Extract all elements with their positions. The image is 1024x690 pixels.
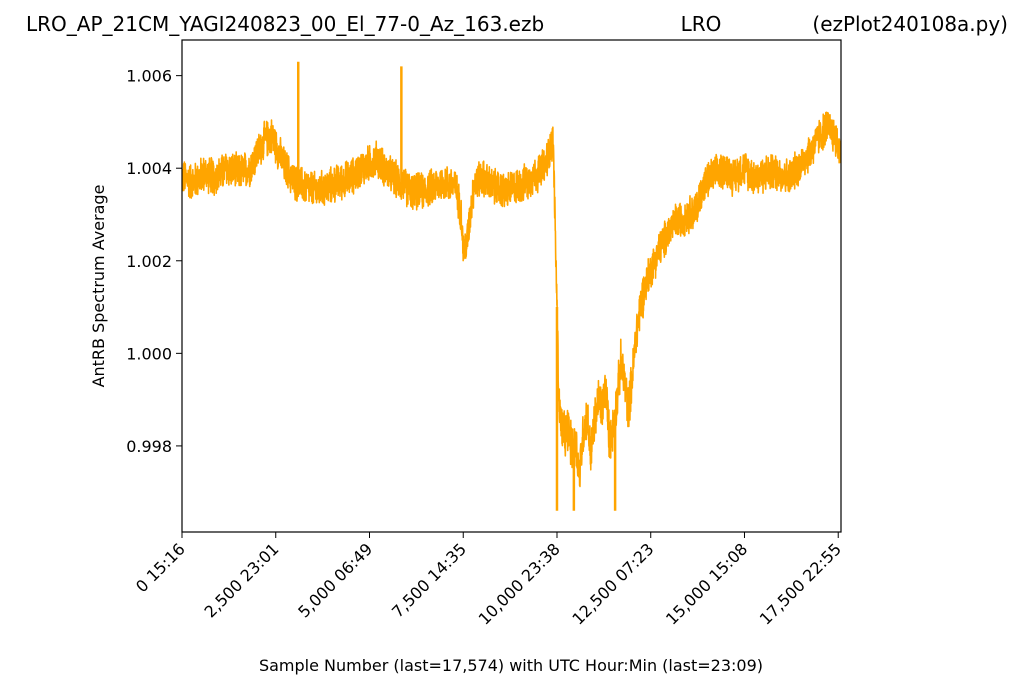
x-tick-label: 12,500 07:23 [568, 539, 657, 628]
y-tick-label: 1.000 [126, 344, 172, 363]
x-tick-label: 5,000 06:49 [294, 539, 376, 621]
x-tick-label: 2,500 23:01 [201, 539, 283, 621]
y-axis-label: AntRB Spectrum Average [89, 185, 108, 388]
file-name-title: LRO_AP_21CM_YAGI240823_00_El_77-0_Az_163… [26, 12, 544, 36]
y-tick-label: 1.002 [126, 252, 172, 271]
plot-frame [181, 39, 842, 533]
x-tick-label: 10,000 23:38 [475, 539, 564, 628]
y-tick-label: 1.004 [126, 159, 172, 178]
script-name-title: (ezPlot240108a.py) [812, 12, 1008, 36]
x-axis-label: Sample Number (last=17,574) with UTC Hou… [259, 656, 763, 675]
y-axis-ticks: 0.998 1.000 1.002 1.004 1.006 [126, 67, 182, 456]
x-tick-label: 17,500 22:55 [756, 539, 845, 628]
observatory-title: LRO [681, 12, 722, 36]
x-tick-label: 15,000 15:08 [662, 539, 751, 628]
x-tick-label: 0 15:16 [132, 539, 189, 596]
x-axis-ticks: 0 15:16 2,500 23:01 5,000 06:49 7,500 14:35… [132, 532, 845, 629]
x-tick-label: 7,500 14:35 [388, 539, 470, 621]
signal-line [182, 111, 841, 488]
y-tick-label: 0.998 [126, 437, 172, 456]
y-tick-label: 1.006 [126, 67, 172, 86]
signal-series [182, 61, 841, 511]
